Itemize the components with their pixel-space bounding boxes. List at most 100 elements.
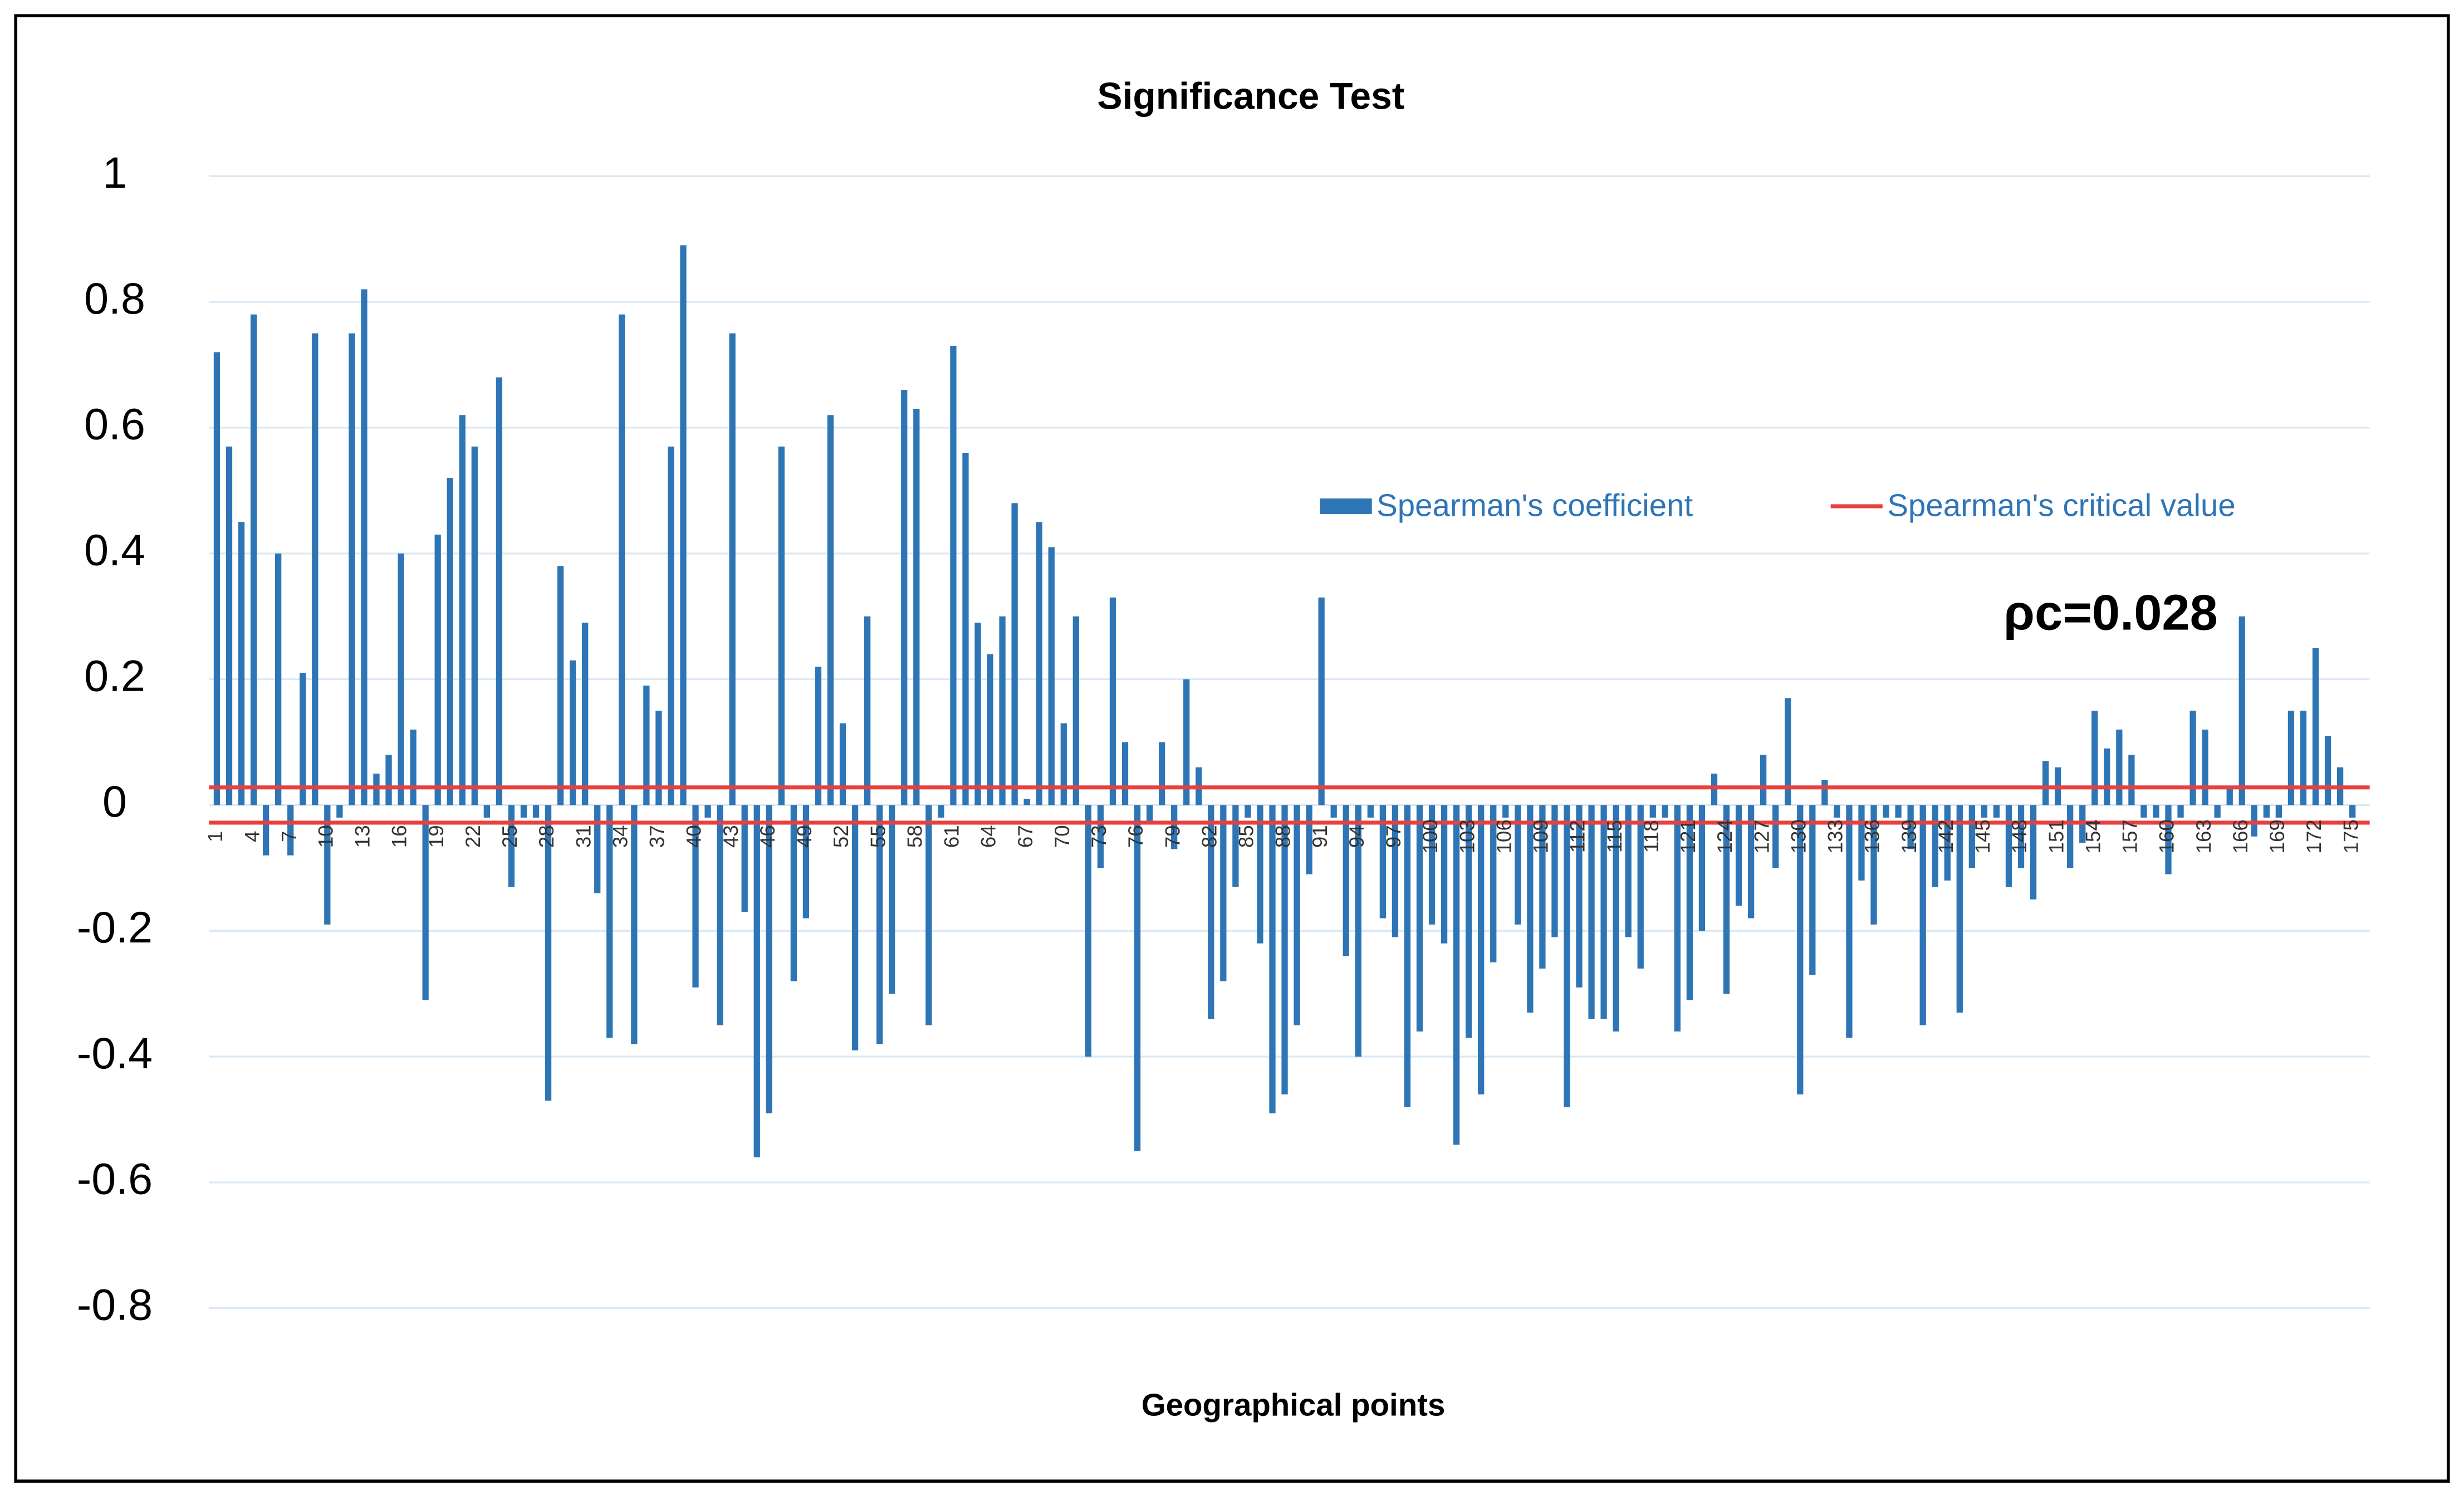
bar: [1637, 805, 1644, 969]
bar: [999, 616, 1006, 805]
x-tick-label: 76: [1124, 825, 1147, 848]
x-tick-label: 70: [1051, 825, 1074, 848]
x-tick-label: 55: [866, 825, 889, 848]
bar: [1048, 547, 1055, 805]
bar: [606, 805, 613, 1038]
bar: [1502, 805, 1509, 818]
bar: [766, 805, 772, 1113]
bar: [1245, 805, 1251, 818]
y-tick-label: 0.8: [84, 273, 145, 323]
bar: [275, 553, 282, 805]
bar: [913, 408, 920, 805]
bar: [987, 654, 993, 805]
x-tick-label: 40: [683, 825, 706, 848]
x-tick-label: 37: [646, 825, 669, 848]
bar: [1760, 754, 1767, 805]
bar: [2091, 710, 2098, 805]
bar: [1416, 805, 1423, 1032]
x-tick-label: 145: [1971, 819, 1994, 853]
bar: [1785, 698, 1791, 805]
bar: [2140, 805, 2147, 818]
bar: [1330, 805, 1337, 818]
bar: [1527, 805, 1534, 1013]
x-tick-label: 175: [2339, 819, 2362, 853]
bar: [1846, 805, 1853, 1038]
bar: [336, 805, 343, 818]
bar: [1625, 805, 1632, 937]
bar: [1011, 503, 1018, 805]
x-tick-label: 160: [2156, 819, 2178, 853]
x-tick-label: 52: [830, 825, 853, 848]
bar: [1747, 805, 1755, 918]
bar: [1613, 805, 1619, 1032]
legend-label: Spearman's coefficient: [1376, 488, 1693, 523]
bar: [324, 805, 331, 925]
bar: [1036, 522, 1042, 805]
bar: [2324, 736, 2331, 805]
bar: [1343, 805, 1349, 956]
bar: [508, 805, 515, 887]
y-tick-label: 1: [102, 148, 127, 197]
y-tick-label: -0.2: [77, 902, 153, 952]
x-tick-label: 142: [1934, 819, 1957, 853]
bar: [2275, 805, 2282, 818]
bar: [2238, 616, 2245, 805]
bar: [680, 245, 687, 805]
bar: [2312, 648, 2319, 805]
bar: [594, 805, 601, 893]
bar: [2300, 710, 2307, 805]
bar: [2202, 729, 2208, 805]
bar: [1269, 805, 1276, 1113]
bar: [2104, 748, 2110, 805]
bar: [1306, 805, 1312, 874]
bar: [2128, 754, 2135, 805]
x-tick-label: 100: [1419, 819, 1442, 853]
bar: [741, 805, 748, 912]
bar: [312, 333, 319, 805]
bar: [1146, 805, 1153, 824]
bar: [471, 446, 478, 805]
bar: [1281, 805, 1288, 1095]
x-tick-label: 16: [388, 825, 411, 848]
bar: [1551, 805, 1558, 937]
bar: [1072, 616, 1079, 805]
bar: [1649, 805, 1656, 818]
bar: [1183, 679, 1190, 805]
bar: [839, 723, 846, 805]
bar: [889, 805, 895, 994]
x-tick-label: 136: [1861, 819, 1884, 853]
y-tick-label: 0.2: [84, 651, 145, 700]
x-tick-label: 103: [1456, 819, 1478, 853]
bar: [434, 534, 441, 805]
bar: [2042, 761, 2049, 805]
x-tick-label: 106: [1492, 819, 1515, 853]
x-tick-label: 88: [1272, 825, 1295, 848]
x-tick-label: 19: [425, 825, 448, 848]
bar: [1466, 805, 1472, 1038]
bar: [1060, 723, 1067, 805]
bar: [213, 352, 221, 805]
bar: [802, 805, 810, 918]
bar: [925, 805, 932, 1025]
x-tick-label: 49: [793, 825, 816, 848]
bar: [1993, 805, 2000, 818]
legend-swatch: [1320, 498, 1372, 515]
bar: [520, 805, 527, 818]
bar: [1355, 805, 1361, 1057]
bar: [1576, 805, 1583, 988]
bar: [1208, 805, 1214, 1019]
bar: [1662, 805, 1668, 818]
bar: [2263, 805, 2270, 818]
bar: [1883, 805, 1889, 818]
bar: [729, 333, 736, 805]
bar: [569, 660, 576, 805]
x-tick-label: 112: [1566, 820, 1589, 853]
bar: [250, 314, 257, 805]
bar: [385, 754, 392, 805]
bar: [1944, 805, 1951, 881]
bar: [2005, 805, 2012, 887]
y-tick-label: 0.6: [84, 399, 145, 449]
x-tick-label: 85: [1235, 825, 1258, 848]
x-tick-label: 64: [977, 825, 1000, 848]
